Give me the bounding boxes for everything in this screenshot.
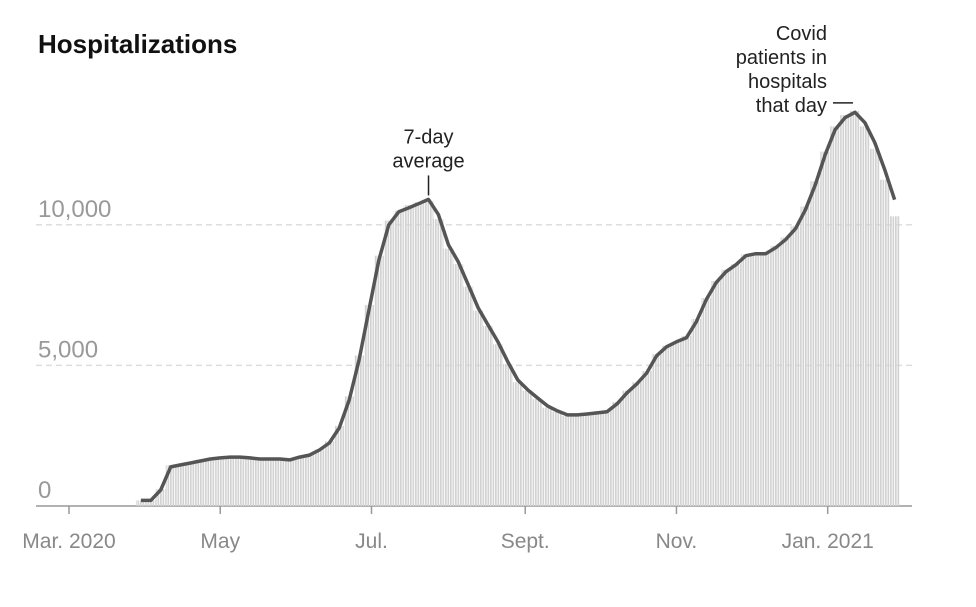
bar xyxy=(245,458,255,506)
bar xyxy=(711,281,722,506)
bar xyxy=(840,115,851,506)
average-line xyxy=(140,110,897,503)
bar xyxy=(423,200,434,506)
bar xyxy=(701,297,712,506)
bar xyxy=(443,248,454,506)
bar xyxy=(274,458,285,506)
bar xyxy=(850,110,860,506)
bar xyxy=(592,413,603,506)
bar xyxy=(502,363,513,506)
bar xyxy=(721,269,732,506)
bar xyxy=(294,456,305,506)
bar xyxy=(383,220,394,506)
bar xyxy=(314,449,325,506)
bar xyxy=(770,245,781,506)
y-tick-label: 5,000 xyxy=(38,336,98,363)
bar xyxy=(651,354,662,506)
bar xyxy=(175,464,186,506)
bar xyxy=(403,205,414,506)
annotation: that day xyxy=(756,95,827,117)
bar xyxy=(483,326,493,506)
bar xyxy=(324,441,335,506)
bar xyxy=(334,425,345,506)
bar xyxy=(393,210,404,506)
bar xyxy=(195,459,206,506)
bar xyxy=(800,206,811,506)
x-tick-label: Sept. xyxy=(501,530,550,553)
bar xyxy=(492,344,503,506)
bar xyxy=(354,355,365,506)
bar xyxy=(413,202,424,506)
chart-title: Hospitalizations xyxy=(38,29,237,59)
bar xyxy=(304,454,315,506)
bar xyxy=(165,465,176,506)
bar xyxy=(790,226,801,506)
bar xyxy=(364,304,374,506)
bar xyxy=(532,399,543,506)
bar xyxy=(611,401,622,506)
bar xyxy=(522,390,533,506)
bar xyxy=(373,255,384,506)
y-tick-label: 0 xyxy=(38,477,51,504)
annotation: average xyxy=(392,150,464,172)
bar xyxy=(602,410,612,506)
bar xyxy=(780,237,791,506)
bar xyxy=(264,459,275,506)
bar xyxy=(284,460,295,506)
bar xyxy=(879,179,890,506)
bar xyxy=(582,413,593,506)
bar xyxy=(859,126,870,506)
bar xyxy=(691,318,702,506)
bar xyxy=(185,463,196,506)
bar xyxy=(760,252,771,506)
annotation: 7-day xyxy=(403,126,453,148)
bar xyxy=(830,126,841,506)
x-tick-label: May xyxy=(200,530,240,553)
bar xyxy=(155,489,166,506)
bar xyxy=(344,396,355,506)
bar xyxy=(869,148,880,506)
bar xyxy=(235,457,246,506)
x-tick-label: Mar. 2020 xyxy=(22,530,115,553)
bar xyxy=(473,310,484,506)
annotation: hospitals xyxy=(748,71,827,93)
bar xyxy=(820,151,831,506)
bar xyxy=(463,286,474,506)
bar xyxy=(731,264,741,506)
bar xyxy=(631,382,642,506)
bar xyxy=(215,457,226,506)
bar xyxy=(810,181,821,506)
annotation: Covid xyxy=(776,23,827,45)
y-tick-label: 10,000 xyxy=(38,196,111,223)
bar xyxy=(661,345,672,506)
bar xyxy=(453,264,464,506)
bar xyxy=(750,252,761,506)
bar xyxy=(641,371,652,506)
bar xyxy=(254,458,265,506)
bar xyxy=(562,416,573,506)
x-tick-label: Jul. xyxy=(355,530,388,553)
x-tick-label: Jan. 2021 xyxy=(782,530,874,553)
bar xyxy=(542,407,553,506)
bar xyxy=(671,341,682,506)
bar xyxy=(433,219,444,506)
bar xyxy=(225,456,236,506)
bar xyxy=(681,335,692,506)
bar xyxy=(145,500,156,506)
bar xyxy=(552,411,563,506)
bar xyxy=(205,458,216,506)
bar xyxy=(135,500,146,506)
bar xyxy=(621,390,632,506)
bar xyxy=(889,216,900,506)
annotation: patients in xyxy=(736,47,827,69)
bar xyxy=(512,382,523,506)
bar xyxy=(740,254,751,506)
bar xyxy=(572,414,583,506)
x-tick-label: Nov. xyxy=(656,530,698,553)
